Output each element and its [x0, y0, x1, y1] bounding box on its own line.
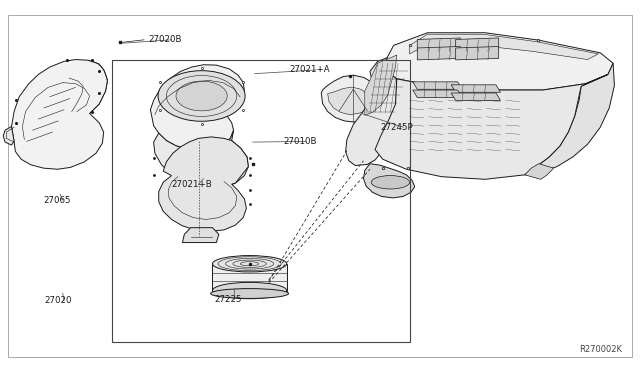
Ellipse shape — [211, 289, 289, 298]
Text: 27020B: 27020B — [148, 35, 182, 44]
Polygon shape — [321, 75, 378, 122]
Polygon shape — [346, 58, 397, 166]
Polygon shape — [456, 46, 499, 60]
Polygon shape — [3, 126, 14, 145]
Text: 27010B: 27010B — [283, 137, 316, 146]
Polygon shape — [365, 55, 397, 115]
Text: R270002K: R270002K — [579, 345, 622, 354]
Polygon shape — [212, 264, 287, 291]
Polygon shape — [413, 82, 462, 89]
Text: 27225: 27225 — [214, 295, 242, 304]
Text: 27065: 27065 — [44, 196, 71, 205]
Text: 27021+B: 27021+B — [172, 180, 212, 189]
Ellipse shape — [158, 71, 245, 121]
Polygon shape — [384, 33, 613, 90]
Bar — [112, 60, 410, 342]
Polygon shape — [12, 60, 108, 169]
Polygon shape — [417, 46, 460, 60]
Polygon shape — [456, 38, 499, 51]
Polygon shape — [410, 34, 598, 60]
Ellipse shape — [212, 282, 287, 299]
Ellipse shape — [176, 81, 227, 111]
Polygon shape — [417, 38, 460, 51]
Polygon shape — [150, 65, 244, 150]
Polygon shape — [364, 164, 415, 198]
Text: 27245P: 27245P — [380, 123, 413, 132]
Polygon shape — [375, 74, 608, 179]
Polygon shape — [159, 137, 248, 231]
Polygon shape — [328, 87, 370, 115]
Polygon shape — [413, 90, 462, 97]
Text: 27021+A: 27021+A — [289, 65, 330, 74]
Polygon shape — [182, 228, 219, 243]
Polygon shape — [451, 93, 500, 100]
Ellipse shape — [371, 176, 410, 189]
Ellipse shape — [212, 256, 287, 272]
Polygon shape — [525, 63, 614, 175]
Text: 27020: 27020 — [45, 296, 72, 305]
Polygon shape — [525, 164, 554, 179]
Polygon shape — [451, 85, 500, 92]
Polygon shape — [154, 130, 248, 190]
